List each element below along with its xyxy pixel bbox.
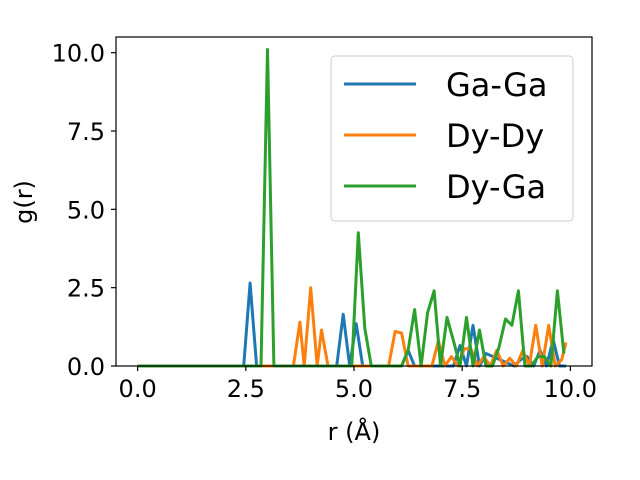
x-tick-label: 5.0 bbox=[335, 375, 373, 403]
axis-ticks: 0.0 2.5 5.0 7.5 10.0 0.0 2.5 5.0 7.5 10.0 bbox=[52, 40, 598, 403]
legend-label-dy-dy: Dy-Dy bbox=[446, 117, 544, 155]
legend-box bbox=[330, 55, 574, 222]
y-tick-label: 0.0 bbox=[67, 353, 105, 381]
y-tick-label: 5.0 bbox=[67, 196, 105, 224]
y-tick-label: 2.5 bbox=[67, 275, 105, 303]
legend-label-dy-ga: Dy-Ga bbox=[446, 168, 546, 206]
legend-label-ga-ga: Ga-Ga bbox=[446, 66, 548, 104]
x-tick-label: 2.5 bbox=[227, 375, 265, 403]
x-tick-label: 10.0 bbox=[544, 375, 597, 403]
legend: Ga-Ga Dy-Dy Dy-Ga bbox=[330, 55, 574, 222]
x-tick-label: 7.5 bbox=[443, 375, 481, 403]
y-tick-label: 7.5 bbox=[67, 118, 105, 146]
x-axis-label: r (Å) bbox=[328, 417, 381, 446]
y-tick-label: 10.0 bbox=[52, 40, 105, 68]
x-tick-label: 0.0 bbox=[119, 375, 157, 403]
y-axis-label: g(r) bbox=[10, 180, 38, 224]
